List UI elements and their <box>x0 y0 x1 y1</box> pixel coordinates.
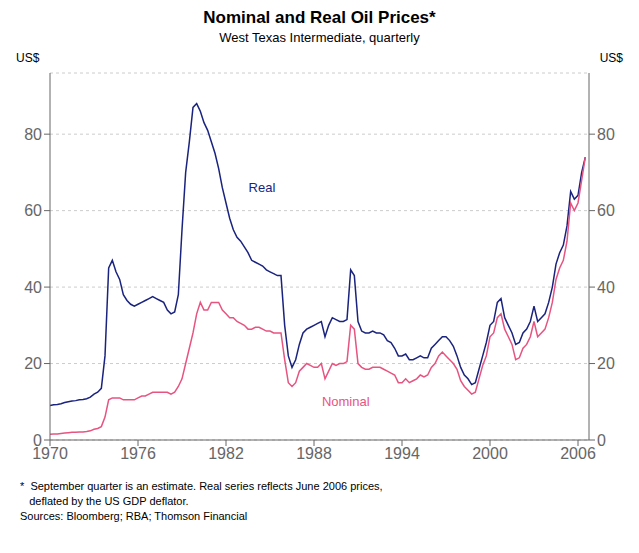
svg-text:0: 0 <box>33 432 42 449</box>
svg-text:1994: 1994 <box>384 445 420 462</box>
svg-text:Nominal: Nominal <box>322 394 370 409</box>
html-text:US$: US$ <box>599 51 623 65</box>
html-text:Nominal and Real Oil Prices*: Nominal and Real Oil Prices* <box>203 8 436 27</box>
svg-text:1982: 1982 <box>208 445 244 462</box>
html-text:* September quarter is an esti: * September quarter is an estimate. Real… <box>20 480 383 492</box>
html-text:deflated by the US GDP deflato: deflated by the US GDP deflator. <box>20 495 189 507</box>
svg-text:0: 0 <box>597 432 606 449</box>
svg-text:1970: 1970 <box>32 445 68 463</box>
svg-text:2006: 2006 <box>560 445 596 462</box>
svg-text:1976: 1976 <box>120 445 156 462</box>
svg-text:20: 20 <box>24 355 42 372</box>
html-text:US$: US$ <box>16 51 40 65</box>
html-text:Sources: Bloomberg; RBA; Thoms: Sources: Bloomberg; RBA; Thomson Financi… <box>20 510 248 522</box>
svg-text:60: 60 <box>597 202 615 219</box>
svg-text:1988: 1988 <box>296 445 332 462</box>
svg-text:40: 40 <box>24 279 42 296</box>
svg-text:20: 20 <box>597 355 615 372</box>
svg-text:40: 40 <box>597 279 615 296</box>
svg-text:60: 60 <box>24 202 42 219</box>
svg-text:Real: Real <box>249 180 276 195</box>
html-text:West Texas Intermediate, quart: West Texas Intermediate, quarterly <box>219 30 420 45</box>
svg-text:80: 80 <box>597 126 615 143</box>
svg-text:80: 80 <box>24 126 42 143</box>
svg-text:2000: 2000 <box>472 445 508 462</box>
